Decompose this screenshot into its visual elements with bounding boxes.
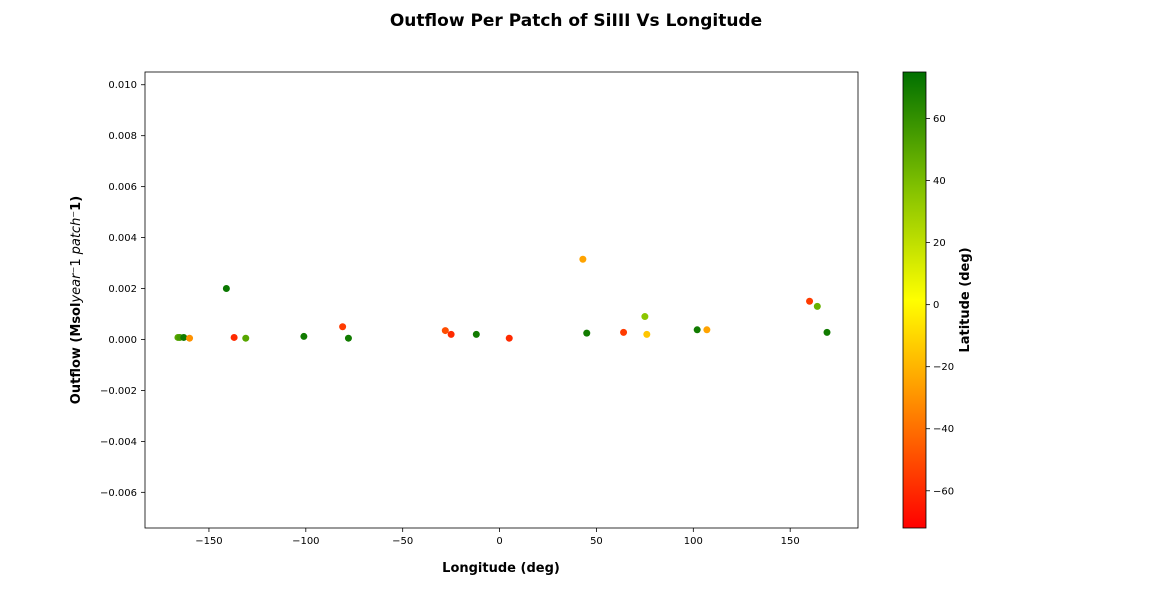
plot-area: −150 −100 −50 0 50 100 150 −0.006 −0.004 −0.002 0.… [100,71,859,547]
colorbar-tick-label: 20 [933,238,946,249]
scatter-point [180,333,188,341]
scatter-point [472,330,480,338]
scatter-point [703,326,711,334]
scatter-point [230,333,238,341]
scatter-point [641,313,649,321]
scatter-point [579,255,587,263]
y-tick-label: 0.002 [108,284,137,295]
x-tick-label: −150 [195,536,222,547]
y-tick-label: 0.010 [108,80,137,91]
y-tick-label: −0.002 [100,386,137,397]
y-tick-label: 0.000 [108,335,137,346]
colorbar-gradient [902,71,927,529]
x-tick-label: 100 [684,536,703,547]
colorbar-title: Latitude (deg) [958,247,973,352]
plot-frame [144,71,859,529]
scatter-point [643,330,651,338]
scatter-point [222,285,230,293]
scatter-point [242,334,250,342]
colorbar-tick-label: −60 [933,486,954,497]
scatter-point [441,327,449,335]
scatter-point [813,302,821,310]
x-axis-title: Longitude (deg) [442,561,560,576]
y-axis-title: Outflow (Msolyear⁻1patch⁻1) [69,196,84,404]
scatter-point [823,328,831,336]
colorbar-tick-label: 60 [933,114,946,125]
y-tick-label: −0.006 [100,488,137,499]
y-tick-label: 0.008 [108,131,137,142]
x-tick-label: −50 [392,536,413,547]
scatter-point [583,329,591,337]
y-tick-label: 0.004 [108,233,137,244]
scatter-point [339,323,347,331]
scatter-point [447,330,455,338]
chart-title: Outflow Per Patch of SiIII Vs Longitude [390,11,762,31]
scatter-point [344,334,352,342]
scatter-point [693,326,701,334]
y-tick-label: 0.006 [108,182,137,193]
x-tick-label: −100 [292,536,319,547]
colorbar-tick-label: 0 [933,300,939,311]
scatter-point [300,332,308,340]
scatter-point [620,328,628,336]
scatter-point [806,297,814,305]
colorbar: −60 −40 −20 0 20 40 60 [902,71,954,529]
x-tick-label: 150 [781,536,800,547]
colorbar-tick-label: 40 [933,176,946,187]
x-tick-label: 0 [496,536,502,547]
y-tick-label: −0.004 [100,437,137,448]
scatter-point [186,334,194,342]
x-tick-label: 50 [590,536,603,547]
colorbar-tick-label: −20 [933,362,954,373]
colorbar-tick-label: −40 [933,424,954,435]
scatter-point [505,334,513,342]
